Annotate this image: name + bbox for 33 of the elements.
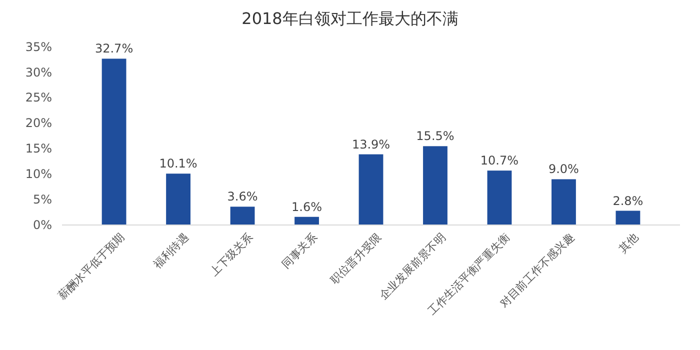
- bar: [166, 174, 190, 225]
- bar: [102, 58, 126, 225]
- chart-title: 2018年白领对工作最大的不满: [242, 9, 458, 28]
- bar: [616, 210, 640, 225]
- data-label: 15.5%: [416, 129, 454, 144]
- data-label: 13.9%: [352, 137, 390, 152]
- y-tick-label: 35%: [25, 40, 52, 54]
- y-tick-label: 15%: [25, 142, 52, 156]
- y-tick-label: 0%: [32, 218, 52, 232]
- data-label: 1.6%: [292, 200, 322, 214]
- x-tick-label: 福利待遇: [150, 230, 192, 272]
- x-tick-label: 上下级关系: [207, 230, 256, 279]
- y-tick-label: 5%: [32, 192, 52, 206]
- x-tick-label: 其他: [616, 230, 641, 256]
- y-tick-label: 30%: [25, 65, 52, 80]
- x-tick-label: 职位晋升受限: [328, 230, 384, 287]
- y-tick-label: 25%: [25, 90, 52, 105]
- bar: [230, 206, 255, 225]
- bar: [423, 146, 448, 225]
- data-label: 10.7%: [480, 154, 519, 168]
- x-tick-label: 同事关系: [279, 230, 320, 272]
- y-tick-label: 20%: [25, 116, 52, 130]
- data-label: 10.1%: [159, 156, 198, 171]
- bar: [487, 170, 512, 225]
- data-label: 3.6%: [227, 190, 258, 204]
- x-tick-label: 薪酬水平低于预期: [56, 230, 127, 302]
- data-label: 2.8%: [612, 194, 644, 208]
- bar: [358, 154, 384, 225]
- bar: [552, 179, 576, 225]
- data-label: 9.0%: [548, 162, 579, 176]
- y-tick-label: 10%: [25, 166, 52, 181]
- bar: [294, 216, 319, 225]
- data-label: 32.7%: [94, 42, 134, 56]
